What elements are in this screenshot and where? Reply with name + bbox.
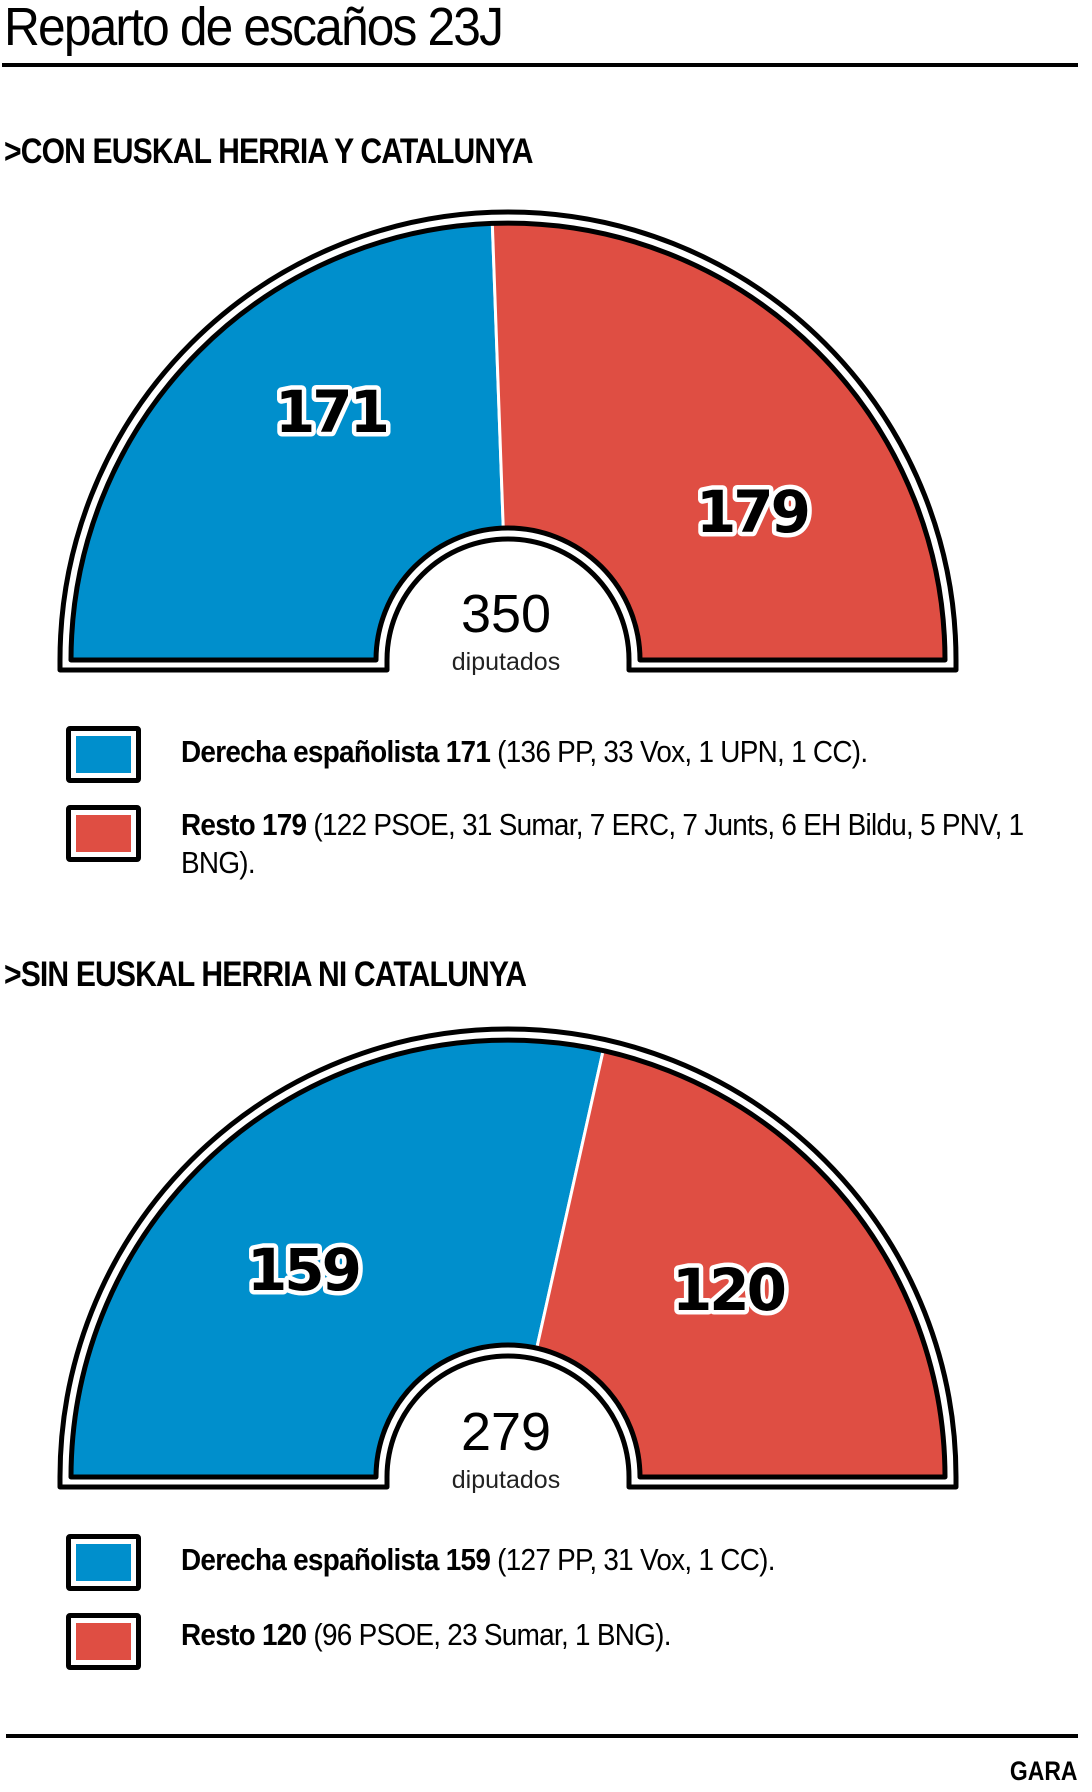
data-label-resto: 120: [672, 1256, 785, 1324]
legend-item-resto: Resto 120 (96 PSOE, 23 Sumar, 1 BNG).: [181, 1616, 1061, 1654]
legend-item-resto: Resto 179 (122 PSOE, 31 Sumar, 7 ERC, 7 …: [181, 806, 1031, 882]
footer-rule: [6, 1734, 1078, 1738]
segment-resto: [490, 221, 947, 662]
chart-outline: [68, 1037, 948, 1480]
legend-bold: Resto 120: [181, 1617, 307, 1652]
total-label: diputados: [452, 648, 560, 676]
legend-item-derecha: Derecha españolista 171 (136 PP, 33 Vox,…: [181, 733, 1061, 771]
legend-detail: (136 PP, 33 Vox, 1 UPN, 1 CC).: [490, 734, 868, 769]
title-rule: [2, 63, 1078, 67]
legend-swatch-derecha: [66, 1534, 141, 1591]
total-seats: 350: [461, 584, 551, 644]
legend-bold: Derecha españolista 171: [181, 734, 491, 769]
legend-bold: Resto 179: [181, 807, 307, 842]
total-label: diputados: [452, 1466, 560, 1494]
legend-item-derecha: Derecha españolista 159 (127 PP, 31 Vox,…: [181, 1541, 1061, 1579]
source-credit: GARA: [1009, 1756, 1077, 1786]
legend-detail: (122 PSOE, 31 Sumar, 7 ERC, 7 Junts, 6 E…: [181, 807, 1024, 880]
legend-bold: Derecha españolista 159: [181, 1542, 491, 1577]
legend-detail: (96 PSOE, 23 Sumar, 1 BNG).: [306, 1617, 671, 1652]
page-title: Reparto de escaños 23J: [4, 0, 504, 57]
section-title-con: >CON EUSKAL HERRIA Y CATALUNYA: [4, 132, 533, 171]
total-seats: 279: [461, 1402, 551, 1462]
legend-swatch-resto: [66, 1613, 141, 1670]
legend-swatch-resto: [66, 805, 141, 862]
chart-outline: [68, 220, 948, 663]
chart-con-euskal-herria: 171 179 350 diputados: [57, 209, 959, 676]
chart-sin-euskal-herria: 159 120 279 diputados: [57, 1026, 959, 1494]
data-label-derecha: 159: [247, 1236, 359, 1304]
data-label-derecha: 171: [275, 378, 387, 446]
section-title-sin: >SIN EUSKAL HERRIA NI CATALUNYA: [4, 955, 527, 994]
legend-swatch-derecha: [66, 726, 141, 783]
data-label-resto: 179: [696, 478, 808, 546]
legend-detail: (127 PP, 31 Vox, 1 CC).: [490, 1542, 775, 1577]
